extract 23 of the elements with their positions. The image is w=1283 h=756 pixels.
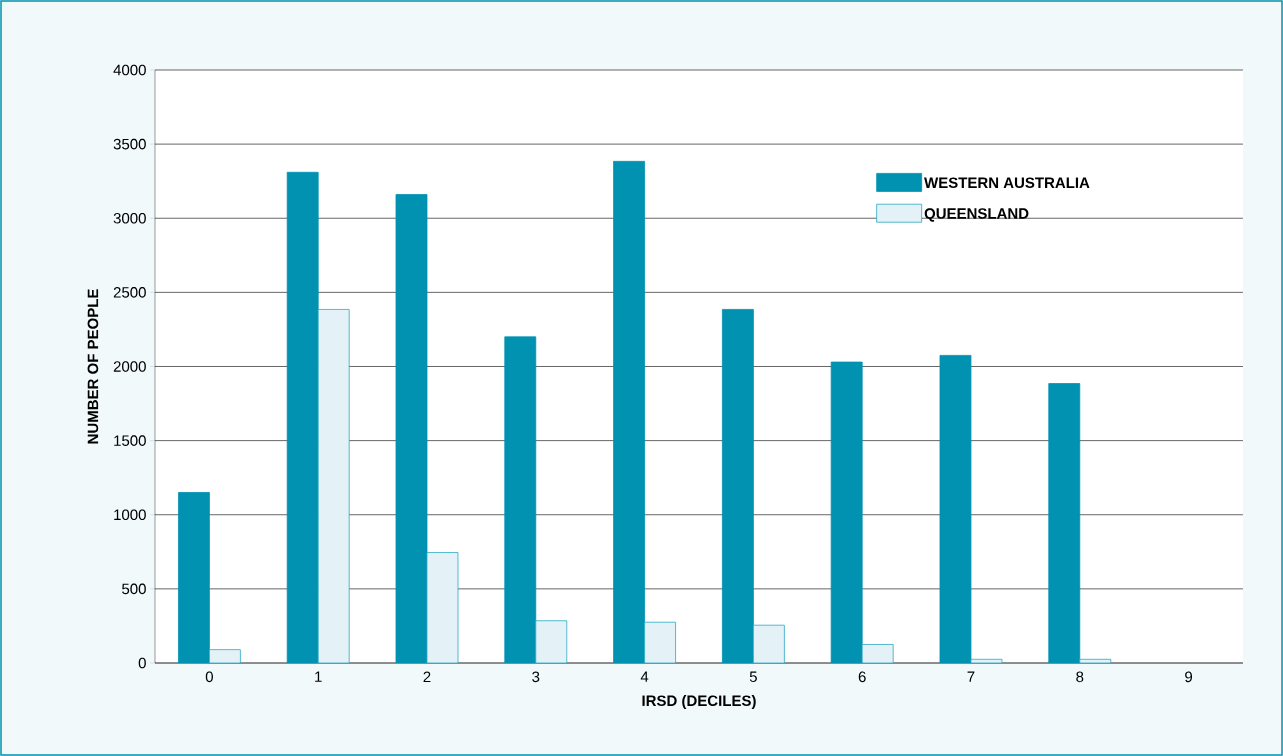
x-tick-label: 8 [1076, 671, 1084, 683]
x-tick-label: 6 [858, 671, 866, 683]
y-tick-label: 4000 [113, 64, 146, 76]
x-tick-label: 4 [640, 671, 649, 682]
x-tick-label: 0 [205, 671, 213, 683]
legend-label: QUEENSLAND [924, 208, 1029, 222]
legend-label: WESTERN AUSTRALIA [924, 177, 1090, 189]
x-tick-label: 5 [749, 671, 757, 682]
y-tick-label: 2500 [113, 287, 146, 298]
x-axis-title: IRSD (DECILES) [642, 695, 756, 709]
x-tick-label: 9 [1185, 671, 1193, 683]
y-tick-label: 3000 [113, 212, 146, 224]
y-tick-label: 2000 [113, 361, 146, 372]
x-tick-label: 2 [423, 671, 431, 683]
y-tick-label: 0 [138, 657, 146, 669]
y-tick-label: 500 [122, 583, 146, 595]
x-tick-label: 3 [532, 671, 540, 683]
x-tick-label: 1 [315, 671, 322, 682]
y-tick-label: 1500 [114, 435, 146, 446]
y-tick-label: 1000 [114, 509, 146, 521]
y-tick-label: 3500 [113, 138, 146, 150]
y-axis-title: NUMBER OF PEOPLE [87, 289, 99, 444]
x-tick-label: 7 [967, 671, 975, 682]
